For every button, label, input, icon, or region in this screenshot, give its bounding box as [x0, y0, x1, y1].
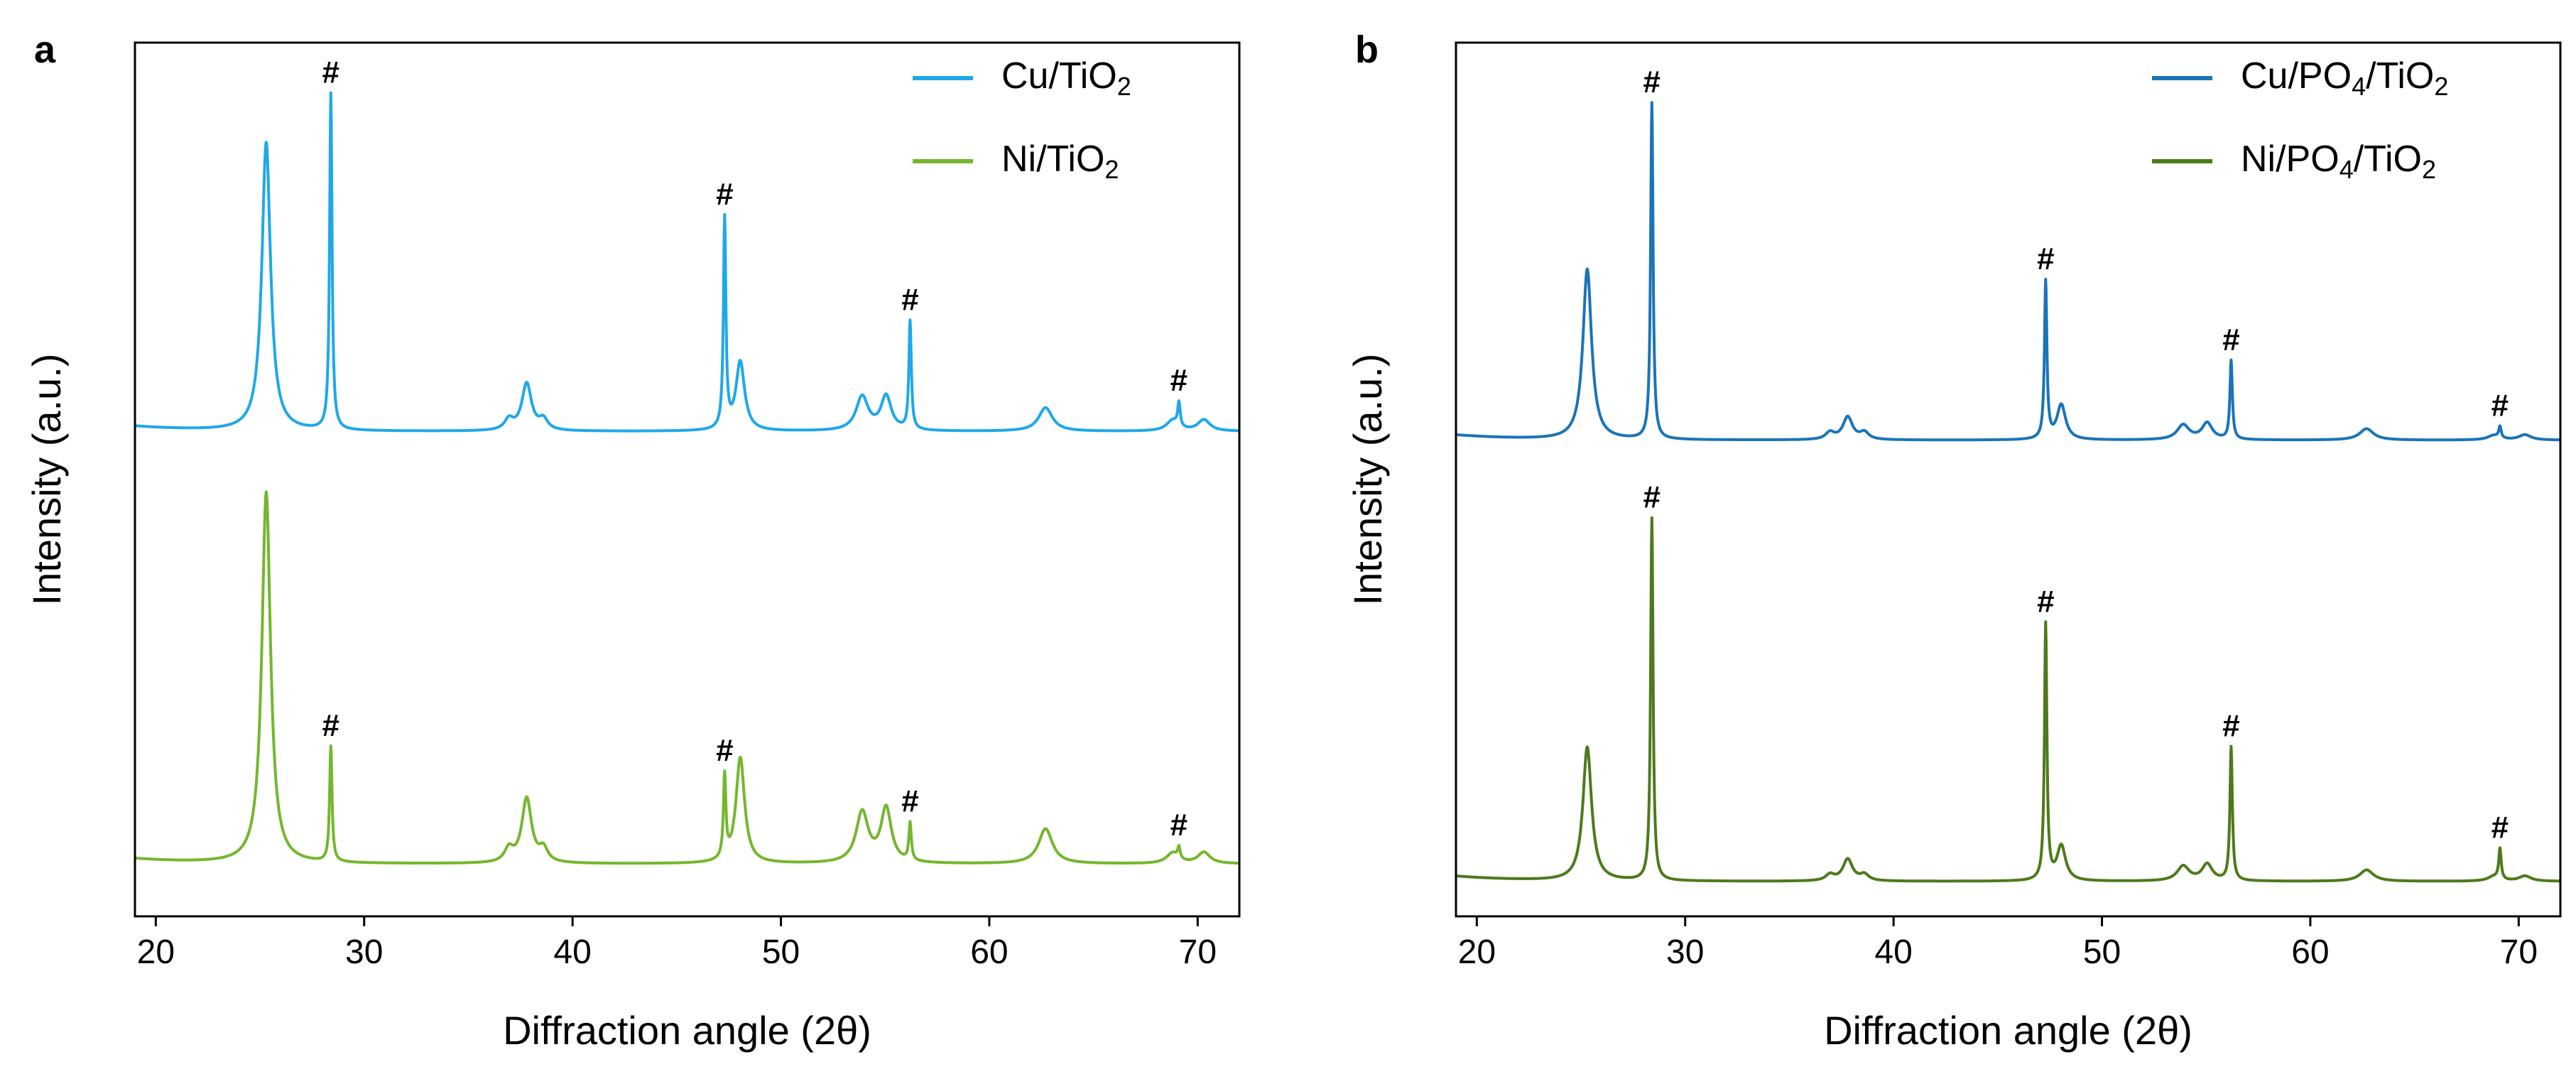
peak-annotation: #	[2037, 242, 2054, 276]
peak-annotation: #	[2491, 388, 2509, 423]
x-tick-label: 60	[2291, 933, 2329, 971]
series-line-1	[134, 490, 1241, 865]
peak-annotation: #	[2222, 322, 2239, 357]
legend: Cu/TiO2 Ni/TiO2	[913, 55, 1131, 184]
panel-label: a	[34, 28, 56, 71]
x-tick-label: 60	[970, 933, 1008, 971]
legend-label: Cu/PO4/TiO2	[2241, 55, 2448, 101]
legend: Cu/PO4/TiO2 Ni/PO4/TiO2	[2152, 55, 2448, 184]
series-line-0	[1455, 101, 2562, 442]
x-tick-label: 70	[2500, 933, 2538, 971]
peak-annotation: #	[2037, 584, 2054, 619]
plot-frame	[134, 41, 1241, 918]
peak-annotation: #	[901, 282, 918, 317]
legend-label: Ni/PO4/TiO2	[2241, 139, 2436, 184]
peak-annotation: #	[322, 708, 339, 743]
peak-annotation: #	[716, 177, 733, 212]
peak-annotation: #	[2491, 810, 2509, 845]
x-axis-label: Diffraction angle (2θ)	[1824, 1008, 2192, 1053]
x-tick-label: 20	[1458, 933, 1496, 971]
peak-annotation: #	[2222, 708, 2239, 743]
x-tick-label: 70	[1179, 933, 1217, 971]
panel-label: b	[1355, 28, 1379, 71]
panel-a: # # # # # # # #20 30 40 50 60 70 Diffraction angle (2…	[24, 28, 1241, 1053]
legend-label: Ni/TiO2	[1001, 139, 1119, 184]
peak-annotation: #	[1170, 808, 1188, 842]
series-line-0	[134, 91, 1241, 433]
y-axis-label: Intensity (a.u.)	[1345, 354, 1390, 606]
series-line-1	[1455, 516, 2562, 883]
x-axis-label: Diffraction angle (2θ)	[503, 1008, 871, 1053]
y-axis-label: Intensity (a.u.)	[24, 354, 69, 606]
peak-annotation: #	[1643, 65, 1661, 99]
panel-b: # # # # # # # #20 30 40 50 60 70 Diffraction angle (2…	[1345, 28, 2562, 1053]
x-tick-label: 30	[1666, 933, 1704, 971]
x-tick-label: 50	[762, 933, 800, 971]
x-tick-label: 30	[345, 933, 383, 971]
x-tick-label: 50	[2083, 933, 2121, 971]
x-tick-label: 40	[1874, 933, 1912, 971]
plot-frame	[1455, 41, 2562, 918]
x-tick-label: 20	[137, 933, 175, 971]
peak-annotation: #	[1643, 480, 1661, 515]
peak-annotation: #	[322, 55, 339, 90]
peak-annotation: #	[1170, 363, 1188, 398]
peak-annotation: #	[901, 784, 918, 818]
x-tick-label: 40	[553, 933, 591, 971]
legend-label: Cu/TiO2	[1001, 55, 1131, 101]
peak-annotation: #	[716, 733, 733, 768]
